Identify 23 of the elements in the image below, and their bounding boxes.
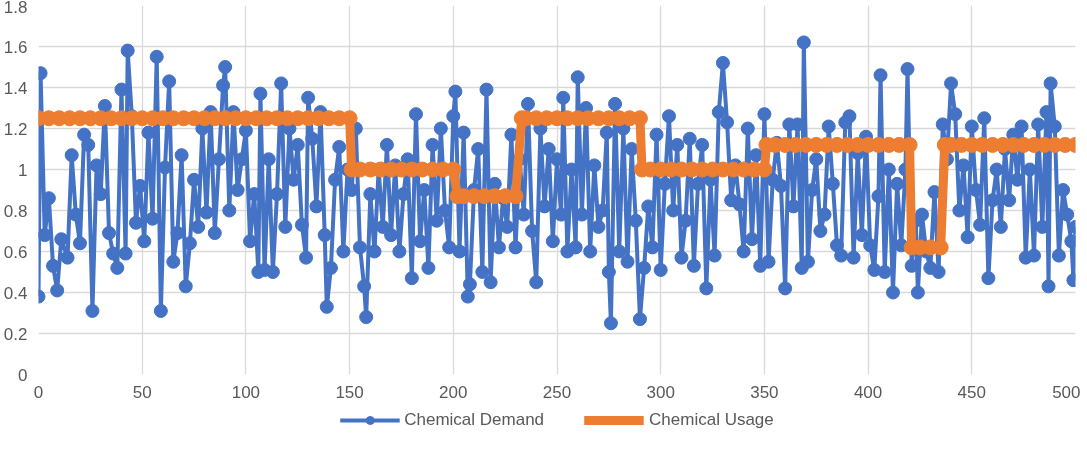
x-tick-label: 250 — [542, 382, 572, 402]
x-tick-label: 100 — [231, 382, 261, 402]
legend-label: Chemical Usage — [649, 410, 774, 430]
x-tick-label: 300 — [646, 382, 675, 402]
x-tick-label: 0 — [33, 382, 44, 402]
y-tick-label: 1.8 — [3, 0, 28, 17]
legend-label: Chemical Demand — [404, 410, 545, 430]
x-tick-label: 150 — [335, 382, 364, 402]
x-tick-label: 450 — [957, 382, 986, 402]
y-tick-label: 0.6 — [3, 242, 28, 262]
y-tick-label: 1.4 — [3, 78, 28, 98]
y-tick-label: 1.2 — [3, 119, 28, 139]
y-tick-label: 0.2 — [3, 324, 28, 344]
x-tick-label: 200 — [439, 382, 468, 402]
x-tick-label: 400 — [853, 382, 883, 402]
x-tick-label: 500 — [1052, 382, 1081, 402]
y-tick-label: 0.8 — [3, 201, 28, 221]
x-tick-label: 50 — [132, 382, 152, 402]
y-tick-label: 0 — [18, 365, 28, 385]
y-tick-label: 0.4 — [3, 283, 28, 303]
x-tick-label: 350 — [750, 382, 779, 402]
y-tick-label: 1.6 — [3, 37, 28, 57]
y-tick-label: 1 — [18, 160, 28, 180]
